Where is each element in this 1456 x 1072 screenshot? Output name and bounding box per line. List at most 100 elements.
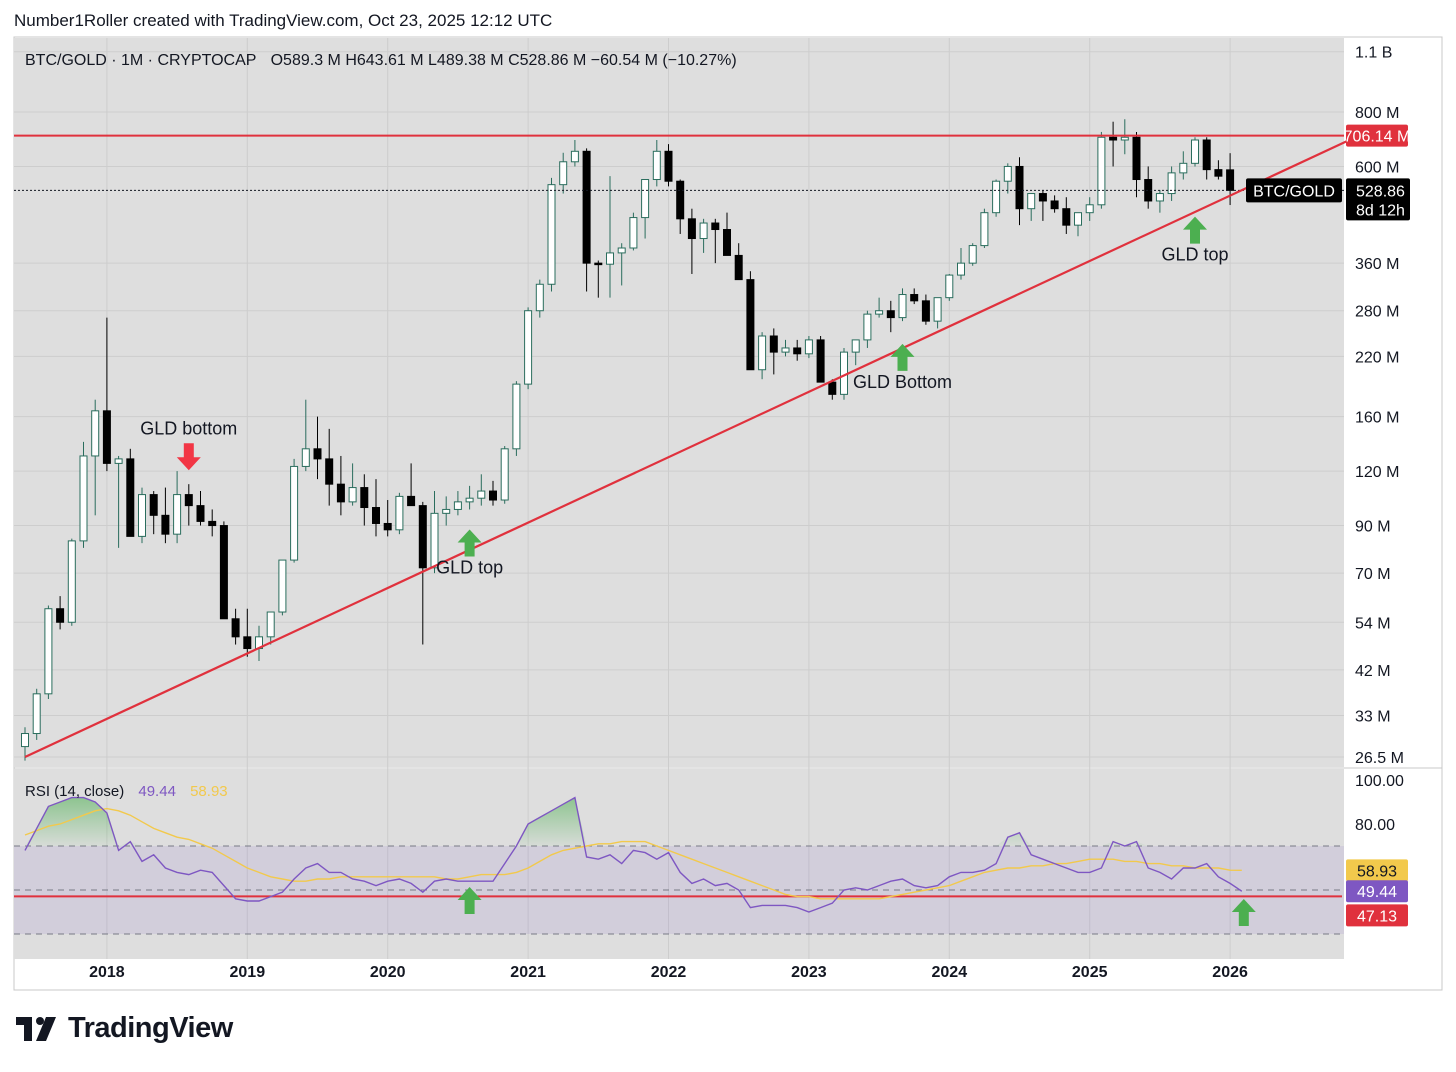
candle <box>1097 131 1106 209</box>
price-tick-label: 220 M <box>1355 349 1399 366</box>
price-tick-label: 160 M <box>1355 410 1399 427</box>
price-tick-label: 120 M <box>1355 464 1399 481</box>
candle <box>1003 163 1012 194</box>
candle <box>196 491 205 526</box>
candle-body <box>196 505 205 522</box>
candle <box>1120 119 1129 155</box>
candle-body <box>91 410 100 457</box>
time-tick-label: 2026 <box>1212 964 1248 981</box>
candle <box>1155 189 1164 213</box>
rsi-arrow-up-icon <box>457 887 482 914</box>
candle-body <box>138 494 146 537</box>
candle-body <box>617 247 626 254</box>
candle <box>699 218 708 253</box>
candles <box>21 119 1235 761</box>
candle <box>875 297 884 318</box>
time-tick-label: 2022 <box>651 964 687 981</box>
candle-body <box>921 300 930 322</box>
rsi-pane[interactable] <box>14 769 1344 959</box>
candle-body <box>1027 193 1036 210</box>
price-tick-label: 600 M <box>1355 159 1399 176</box>
tradingview-logo[interactable]: TradingView <box>16 1012 233 1045</box>
candle-body <box>430 512 439 569</box>
rsi-layer <box>14 796 1344 935</box>
candle <box>992 179 1001 217</box>
rsi-title: RSI (14, close) <box>25 783 124 800</box>
candle <box>348 463 357 506</box>
rsi-tick-label: 100.00 <box>1355 773 1404 790</box>
candle <box>512 381 521 456</box>
rsi-price-label-bg <box>1346 880 1408 903</box>
candle <box>301 399 310 472</box>
candle-body <box>746 279 755 371</box>
candle-body <box>524 310 533 385</box>
candle-body <box>652 150 661 181</box>
candle-body <box>290 465 299 561</box>
svg-text:BTC/GOLD · 1M · CRYPTOCAP: BTC/GOLD · 1M · CRYPTOCAP O589.3 M H643.… <box>25 52 737 69</box>
drawings: GLD bottom GLD top GLD Bottom GLD top <box>14 134 1360 926</box>
rsi-axis: 100.00 80.00 <box>1355 773 1404 834</box>
candle <box>921 294 930 325</box>
candle-body <box>793 347 802 355</box>
candle <box>606 176 614 298</box>
time-tick-label: 2021 <box>510 964 546 981</box>
candle <box>945 273 954 301</box>
candle <box>910 288 919 305</box>
candle-body <box>453 501 462 510</box>
candle <box>360 474 369 526</box>
resistance-price-label: 706.14 M <box>1344 129 1411 146</box>
candle-body <box>1155 193 1164 202</box>
candle <box>804 335 813 359</box>
candle <box>477 474 486 506</box>
candle-body <box>301 448 310 467</box>
rsi-ma-line <box>24 807 1242 900</box>
price-tick-label: 1.1 B <box>1355 45 1392 62</box>
candle <box>734 243 743 281</box>
candle <box>781 339 790 357</box>
candle-body <box>933 297 942 322</box>
candle-body <box>372 507 380 524</box>
candle-body <box>79 455 88 542</box>
time-tick-label: 2025 <box>1072 964 1108 981</box>
candle <box>629 212 638 251</box>
candle <box>1109 121 1118 167</box>
price-axis: 1.1 B 800 M 600 M 360 M 280 M 220 M 160 M 120 M… <box>1355 45 1404 767</box>
support-trendline <box>24 134 1360 758</box>
candle-body <box>570 150 579 163</box>
candle-body <box>945 274 954 299</box>
candle <box>664 144 673 187</box>
candle-body <box>559 161 568 186</box>
candle <box>1062 197 1071 234</box>
time-axis: 2018 2019 2020 2021 2022 2023 2024 2025 2026 <box>89 964 1248 981</box>
candle-body <box>1191 139 1199 164</box>
candle-body <box>184 494 193 507</box>
candle <box>524 307 533 390</box>
candle-body <box>992 180 1001 214</box>
price-tick-label: 70 M <box>1355 566 1391 583</box>
candle-body <box>816 339 825 383</box>
candle <box>266 611 275 645</box>
candle-body <box>1015 165 1024 210</box>
price-pane[interactable] <box>14 38 1344 767</box>
candle-body <box>313 448 322 460</box>
legend-ohlc: O589.3 M H643.61 M L489.38 M C528.86 M −… <box>271 52 737 69</box>
candle <box>968 243 977 266</box>
candle <box>67 538 76 626</box>
candle-body <box>1167 172 1176 195</box>
candle-body <box>828 381 837 395</box>
grid <box>14 38 1344 959</box>
price-tick-label: 33 M <box>1355 708 1391 725</box>
candle-body <box>348 487 357 503</box>
annotation-label: GLD top <box>436 558 503 578</box>
price-labels: 706.14 M 528.86 M 8d 12h BTC/GOLD 58.93 49.44… <box>1246 124 1423 927</box>
candle <box>641 179 650 239</box>
candle <box>138 487 146 544</box>
candle-body <box>1226 169 1235 191</box>
candle-body <box>594 262 603 266</box>
candle <box>184 484 193 526</box>
candle <box>489 480 497 506</box>
candle-body <box>395 495 404 531</box>
candle-body <box>278 559 287 613</box>
candle <box>1085 197 1094 221</box>
candle-body <box>266 611 275 638</box>
